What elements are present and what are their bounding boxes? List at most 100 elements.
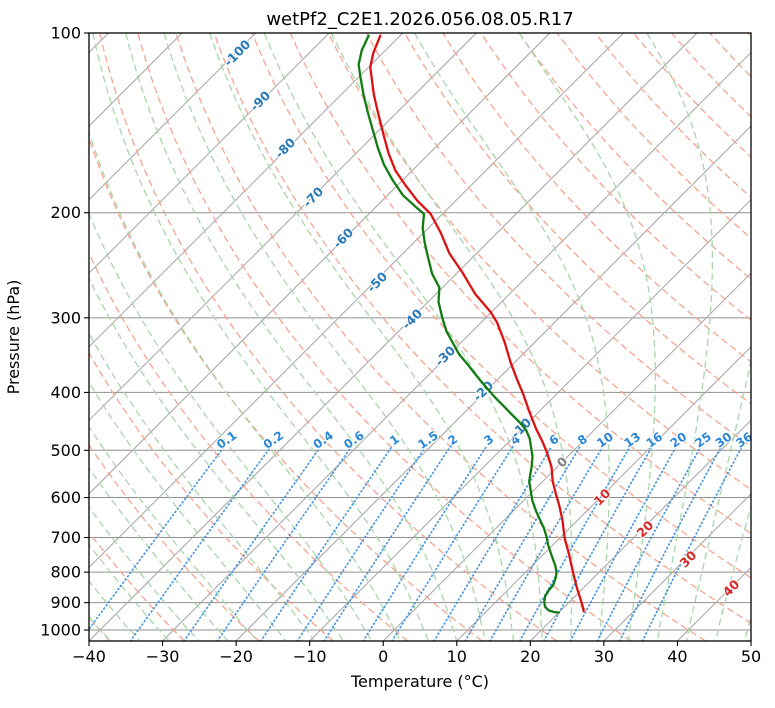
dry-adiabat-line xyxy=(518,33,751,280)
dry-adiabat-line xyxy=(404,33,751,405)
mixing-ratio-label: 20 xyxy=(668,429,690,450)
dewpoint-trace xyxy=(357,34,560,614)
mixing-ratio-line xyxy=(596,445,702,641)
mixing-ratio-label: 8 xyxy=(575,432,590,448)
mixing-ratio-line xyxy=(183,445,322,641)
y-tick-label: 400 xyxy=(50,383,81,402)
isotherm-value-label: 30 xyxy=(677,547,700,570)
x-tick-label: 40 xyxy=(667,647,687,666)
y-tick-label: 300 xyxy=(50,308,81,327)
isotherm-line xyxy=(89,33,257,201)
isotherm-value-label: -40 xyxy=(399,306,426,333)
mixing-ratio-label: 16 xyxy=(644,429,666,450)
mixing-ratio-label: 13 xyxy=(621,429,643,450)
moist-adiabat-line xyxy=(89,381,287,641)
moist-adiabat-line xyxy=(685,357,751,641)
moist-adiabat-line xyxy=(89,332,315,641)
mixing-ratio-line xyxy=(464,445,582,641)
x-tick-label: −30 xyxy=(146,647,180,666)
dry-adiabat-line xyxy=(89,531,185,641)
dry-adiabat-line xyxy=(137,33,632,641)
isotherm-line xyxy=(382,272,751,641)
isotherm-line xyxy=(89,33,551,495)
mixing-ratio-label: 2 xyxy=(445,432,460,448)
moist-adiabat-line xyxy=(89,425,258,641)
moist-adiabat-line xyxy=(89,579,141,641)
mixing-ratio-lines xyxy=(89,445,744,641)
isotherm-line xyxy=(235,125,751,641)
moist-adiabat-line xyxy=(89,211,372,641)
plot-border xyxy=(88,32,752,642)
isotherm-value-label: -100 xyxy=(221,36,254,69)
mixing-ratio-line xyxy=(618,445,723,641)
dry-adiabat-line xyxy=(709,33,751,78)
mixing-ratio-line xyxy=(391,445,515,641)
x-tick-label: 20 xyxy=(520,647,540,666)
moist-adiabat-lines xyxy=(89,33,751,641)
moist-adiabat-line xyxy=(89,506,199,641)
mixing-ratio-line xyxy=(433,445,553,641)
mixing-ratio-line xyxy=(216,445,353,641)
isotherm-line xyxy=(89,33,330,274)
dry-adiabat-line xyxy=(480,33,751,321)
mixing-ratio-label: 36 xyxy=(733,429,755,450)
moist-adiabat-line xyxy=(208,33,515,641)
isotherm-line xyxy=(89,33,404,348)
isotherm-line xyxy=(162,51,751,641)
dry-adiabat-line xyxy=(251,33,751,579)
isotherm-value-label: 20 xyxy=(634,517,657,540)
dry-adiabat-line xyxy=(89,136,483,641)
mixing-ratio-label: 1.5 xyxy=(415,428,440,452)
isotherm-value-label: -80 xyxy=(272,135,299,162)
isotherm-line xyxy=(456,346,751,641)
mixing-ratio-line xyxy=(518,445,632,641)
moist-adiabat-line xyxy=(518,33,656,641)
mixing-ratio-label: 3 xyxy=(481,432,496,448)
x-tick-label: 30 xyxy=(594,647,614,666)
x-tick-label: −20 xyxy=(219,647,253,666)
mixing-ratio-line xyxy=(260,445,394,641)
y-tick-label: 100 xyxy=(50,24,81,43)
isotherm-value-label: -50 xyxy=(364,269,391,296)
isotherm-line xyxy=(603,493,751,641)
y-tick-label: 600 xyxy=(50,488,81,507)
y-tick-label: 200 xyxy=(50,203,81,222)
isotherm-value-label: -90 xyxy=(247,88,274,115)
mixing-ratio-line xyxy=(89,445,226,631)
mixing-ratio-line xyxy=(569,445,678,641)
mixing-ratio-line xyxy=(129,445,273,641)
mixing-ratio-line xyxy=(362,445,488,641)
y-axis-label: Pressure (hPa) xyxy=(4,280,23,395)
dry-adiabat-line xyxy=(89,351,334,641)
moist-adiabat-line xyxy=(89,466,229,641)
dry-adiabat-line xyxy=(175,33,706,641)
moist-adiabat-line xyxy=(744,614,751,641)
dry-adiabat-line xyxy=(89,443,260,641)
temperature-trace xyxy=(369,34,585,613)
isotherm-value-label: -60 xyxy=(330,225,357,252)
moist-adiabat-line xyxy=(125,33,458,641)
pressure-gridlines xyxy=(89,33,751,631)
isotherm-value-label: 10 xyxy=(591,485,614,508)
x-tick-label: 10 xyxy=(447,647,467,666)
x-tick-label: −10 xyxy=(293,647,327,666)
dry-adiabat-line xyxy=(289,33,751,535)
x-axis-label: Temperature (°C) xyxy=(350,672,489,691)
isotherm-line xyxy=(529,419,751,641)
moist-adiabat-line xyxy=(263,33,543,641)
moist-adiabat-line xyxy=(646,33,714,641)
x-tick-label: −40 xyxy=(72,647,106,666)
moist-adiabat-line xyxy=(414,33,610,641)
y-tick-label: 500 xyxy=(50,441,81,460)
isotherm-line xyxy=(89,33,698,641)
moist-adiabat-line xyxy=(330,33,573,641)
isotherm-lines xyxy=(89,33,751,641)
dry-adiabat-lines xyxy=(89,33,751,641)
dry-adiabat-line xyxy=(327,33,751,491)
dry-adiabat-line xyxy=(594,33,751,199)
dry-adiabat-line xyxy=(747,33,751,38)
moist-adiabat-line xyxy=(163,33,486,641)
mixing-ratio-line xyxy=(296,445,427,641)
axes-frame-and-ticks: −40 −30 −20 −10 0 10 20 30 40 50 100 200 300 400 500 60… xyxy=(40,24,761,667)
